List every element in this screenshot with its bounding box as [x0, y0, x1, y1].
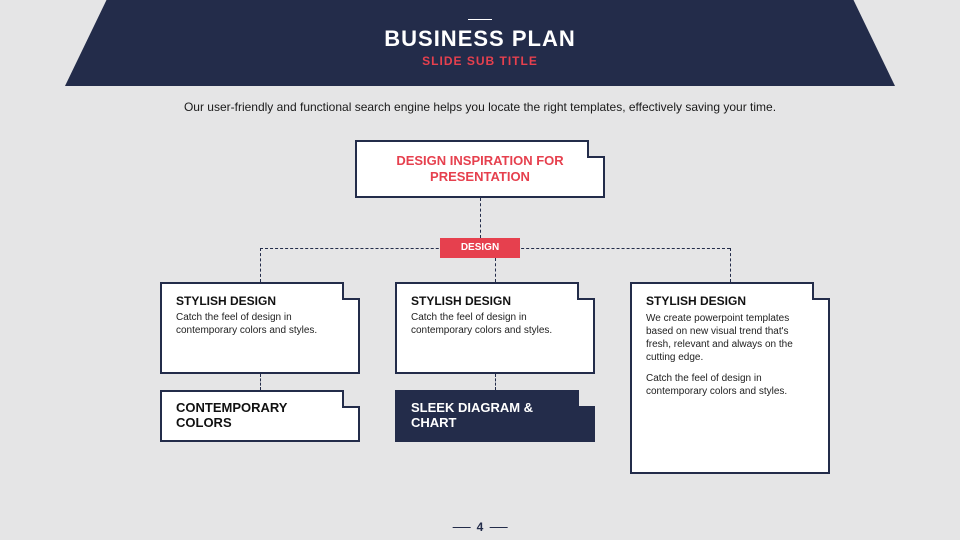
sub-heading: CONTEMPORARY COLORS: [176, 401, 344, 431]
sub-heading: SLEEK DIAGRAM & CHART: [411, 401, 579, 431]
fold-corner: [812, 282, 830, 300]
page-number: 4: [447, 520, 514, 534]
fold-corner: [342, 390, 360, 408]
card-body: Catch the feel of design in contemporary…: [646, 372, 814, 398]
connector: [480, 198, 481, 238]
card-body: We create powerpoint templates based on …: [646, 312, 814, 364]
connector: [260, 374, 261, 390]
card-heading: STYLISH DESIGN: [411, 294, 579, 308]
root-title: DESIGN INSPIRATION FOR PRESENTATION: [371, 153, 589, 184]
card-body: Catch the feel of design in contemporary…: [176, 312, 344, 337]
card-node: STYLISH DESIGN Catch the feel of design …: [395, 282, 595, 374]
sub-node-dark: SLEEK DIAGRAM & CHART: [395, 390, 595, 442]
banner-title: BUSINESS PLAN: [384, 26, 575, 52]
banner-rule: [468, 19, 492, 20]
connector: [495, 258, 496, 282]
title-banner: BUSINESS PLAN SLIDE SUB TITLE: [65, 0, 895, 86]
fold-corner: [577, 390, 595, 408]
design-badge: DESIGN: [440, 238, 520, 258]
tall-node: STYLISH DESIGN We create powerpoint temp…: [630, 282, 830, 474]
intro-text: Our user-friendly and functional search …: [0, 100, 960, 114]
card-node: STYLISH DESIGN Catch the feel of design …: [160, 282, 360, 374]
sub-node: CONTEMPORARY COLORS: [160, 390, 360, 442]
fold-corner: [587, 140, 605, 158]
card-heading: STYLISH DESIGN: [646, 294, 814, 308]
fold-corner: [577, 282, 595, 300]
fold-corner: [342, 282, 360, 300]
card-heading: STYLISH DESIGN: [176, 294, 344, 308]
root-node: DESIGN INSPIRATION FOR PRESENTATION: [355, 140, 605, 198]
banner-subtitle: SLIDE SUB TITLE: [422, 54, 538, 68]
diagram-stage: DESIGN INSPIRATION FOR PRESENTATION DESI…: [0, 130, 960, 510]
connector: [495, 374, 496, 390]
card-body: Catch the feel of design in contemporary…: [411, 312, 579, 337]
connector: [260, 248, 261, 282]
connector: [730, 248, 731, 282]
